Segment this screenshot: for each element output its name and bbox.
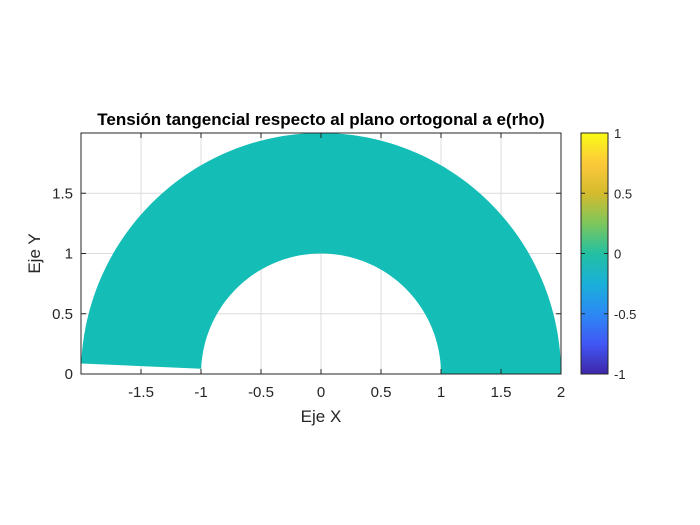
y-tick-label: 1.5 [52, 185, 73, 202]
x-tick-label: -1.5 [128, 384, 154, 401]
chart-title: Tensión tangencial respecto al plano ort… [97, 110, 544, 129]
x-axis-ticks: -1.5 -1 -0.5 0 0.5 1 1.5 2 [128, 133, 565, 401]
y-tick-label: 0 [65, 366, 73, 383]
x-tick-label: 1.5 [491, 384, 512, 401]
x-axis-label: Eje X [301, 407, 342, 426]
y-tick-label: 0.5 [52, 306, 73, 323]
y-axis-ticks: 0 0.5 1 1.5 [52, 185, 561, 383]
colorbar-tick-label: -1 [614, 367, 626, 382]
colorbar [580, 132, 609, 375]
stress-region [81, 133, 561, 374]
x-tick-label: -1 [194, 384, 207, 401]
x-tick-label: 1 [437, 384, 445, 401]
x-tick-label: -0.5 [248, 384, 274, 401]
colorbar-ticks: 1 0.5 0 -0.5 -1 [581, 126, 636, 382]
y-axis-label: Eje Y [25, 233, 44, 273]
colorbar-tick-label: 0 [614, 247, 621, 262]
colorbar-tick-label: 1 [614, 126, 621, 141]
x-tick-label: 2 [557, 384, 565, 401]
colorbar-tick-label: -0.5 [614, 307, 636, 322]
colorbar-tick-label: 0.5 [614, 186, 632, 201]
x-tick-label: 0.5 [371, 384, 392, 401]
y-tick-label: 1 [65, 246, 73, 263]
x-tick-label: 0 [317, 384, 325, 401]
